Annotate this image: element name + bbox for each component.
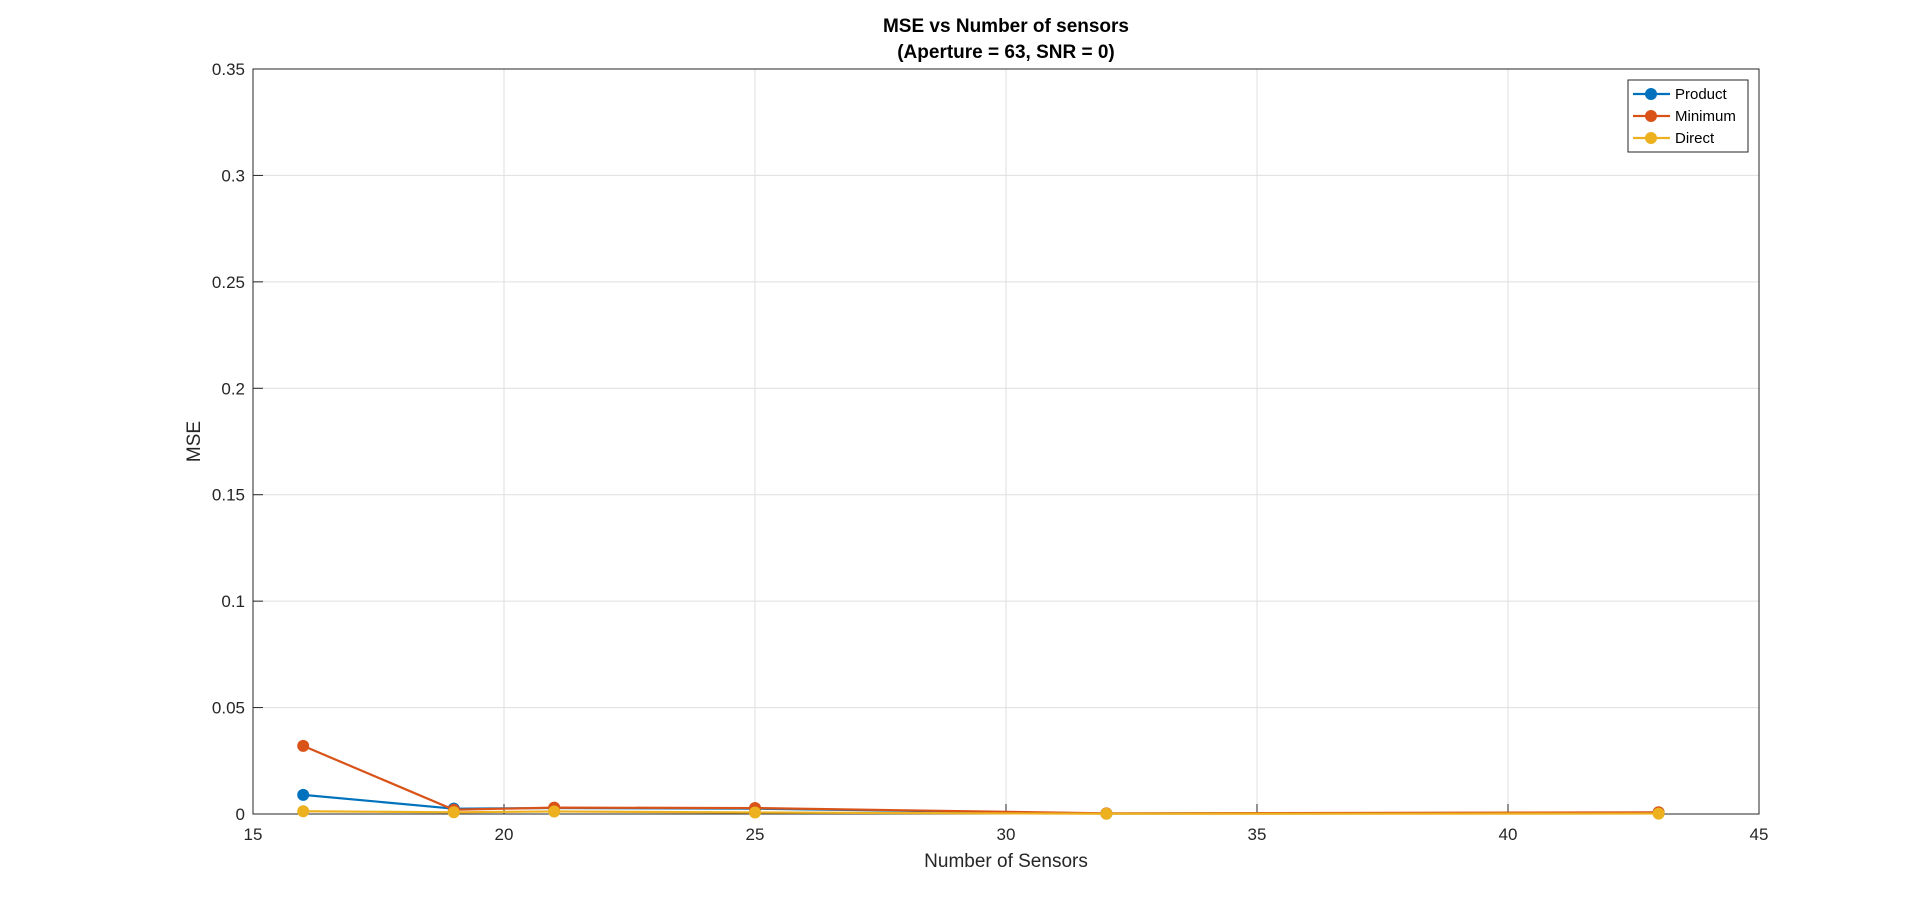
legend-marker-direct <box>1645 132 1657 144</box>
data-point-direct <box>447 806 460 819</box>
x-axis-label: Number of Sensors <box>924 851 1088 872</box>
legend-marker-minimum <box>1645 110 1657 122</box>
data-point-direct <box>297 805 310 818</box>
data-point-direct <box>1652 807 1665 820</box>
legend: Product Minimum Direct <box>1627 79 1749 153</box>
y-tick-label: 0.2 <box>221 379 245 398</box>
legend-marker-product <box>1645 88 1657 100</box>
series-line-minimum <box>302 744 1659 815</box>
y-tick-label: 0.15 <box>212 486 245 505</box>
legend-label-product: Product <box>1675 86 1728 103</box>
y-tick-label: 0 <box>236 805 245 824</box>
grid <box>253 69 1759 814</box>
x-tick-label: 15 <box>244 825 263 844</box>
legend-label-minimum: Minimum <box>1675 108 1736 125</box>
chart-title: MSE vs Number of sensors <box>883 16 1129 37</box>
y-tick-label: 0.05 <box>212 699 245 718</box>
data-point-direct <box>749 806 761 819</box>
x-tick-label: 30 <box>997 825 1016 844</box>
chart-subtitle: (Aperture = 63, SNR = 0) <box>897 42 1115 63</box>
legend-label-direct: Direct <box>1675 130 1715 147</box>
y-tick-label: 0.3 <box>221 166 245 185</box>
x-tick-label: 25 <box>746 825 765 844</box>
axis-ticks: 15 20 25 30 35 40 45 0 0.05 0.1 0.15 0.2 0.25 0.3 0.35 <box>212 60 1769 844</box>
data-point-direct <box>1100 807 1113 820</box>
y-tick-label: 0.35 <box>212 60 245 79</box>
series-group <box>297 739 1665 820</box>
data-point-minimum <box>297 739 310 752</box>
data-point-direct <box>548 805 561 818</box>
y-axis-label: MSE <box>184 421 205 462</box>
series-line-direct <box>303 810 1659 815</box>
x-tick-label: 45 <box>1750 825 1769 844</box>
x-tick-label: 35 <box>1248 825 1267 844</box>
x-tick-label: 20 <box>495 825 514 844</box>
y-tick-label: 0.25 <box>212 273 245 292</box>
data-point-product <box>297 788 310 801</box>
y-tick-label: 0.1 <box>221 592 245 611</box>
x-tick-label: 40 <box>1499 825 1518 844</box>
